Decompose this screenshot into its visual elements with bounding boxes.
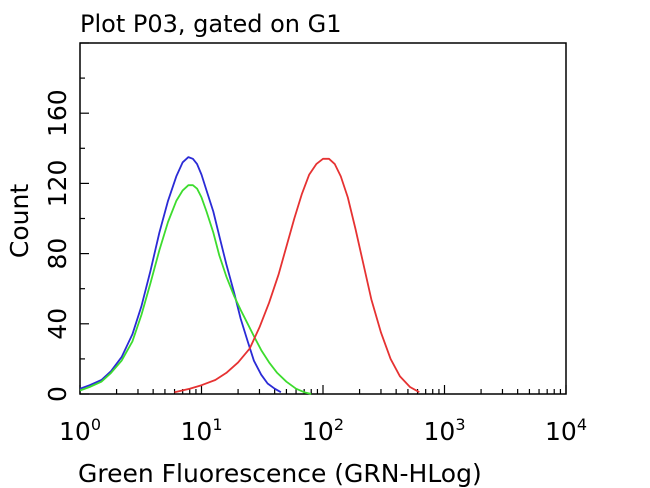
series-layer (79, 156, 420, 395)
y-axis-label: Count (5, 184, 34, 258)
x-tick-labels: 100 101 102 103 104 (59, 415, 587, 446)
series-line-2 (79, 184, 312, 395)
y-tick-label: 120 (43, 160, 72, 208)
chart-title: Plot P03, gated on G1 (80, 10, 342, 38)
y-tick-labels: 0 40 80 120 160 (43, 89, 72, 402)
x-tick-label: 103 (424, 415, 466, 446)
x-tick-label: 104 (545, 415, 587, 446)
axis-ticks (79, 42, 567, 395)
series-line-1 (79, 156, 282, 393)
plot-area-frame (79, 42, 567, 395)
x-axis-label: Green Fluorescence (GRN-HLog) (78, 459, 482, 488)
y-tick-label: 80 (43, 238, 72, 270)
x-tick-label: 102 (302, 415, 344, 446)
x-tick-label: 100 (59, 415, 101, 446)
series-line-3 (174, 157, 420, 394)
y-tick-label: 40 (43, 308, 72, 340)
x-tick-label: 101 (181, 415, 223, 446)
y-tick-label: 160 (43, 89, 72, 137)
y-tick-label: 0 (43, 386, 72, 402)
